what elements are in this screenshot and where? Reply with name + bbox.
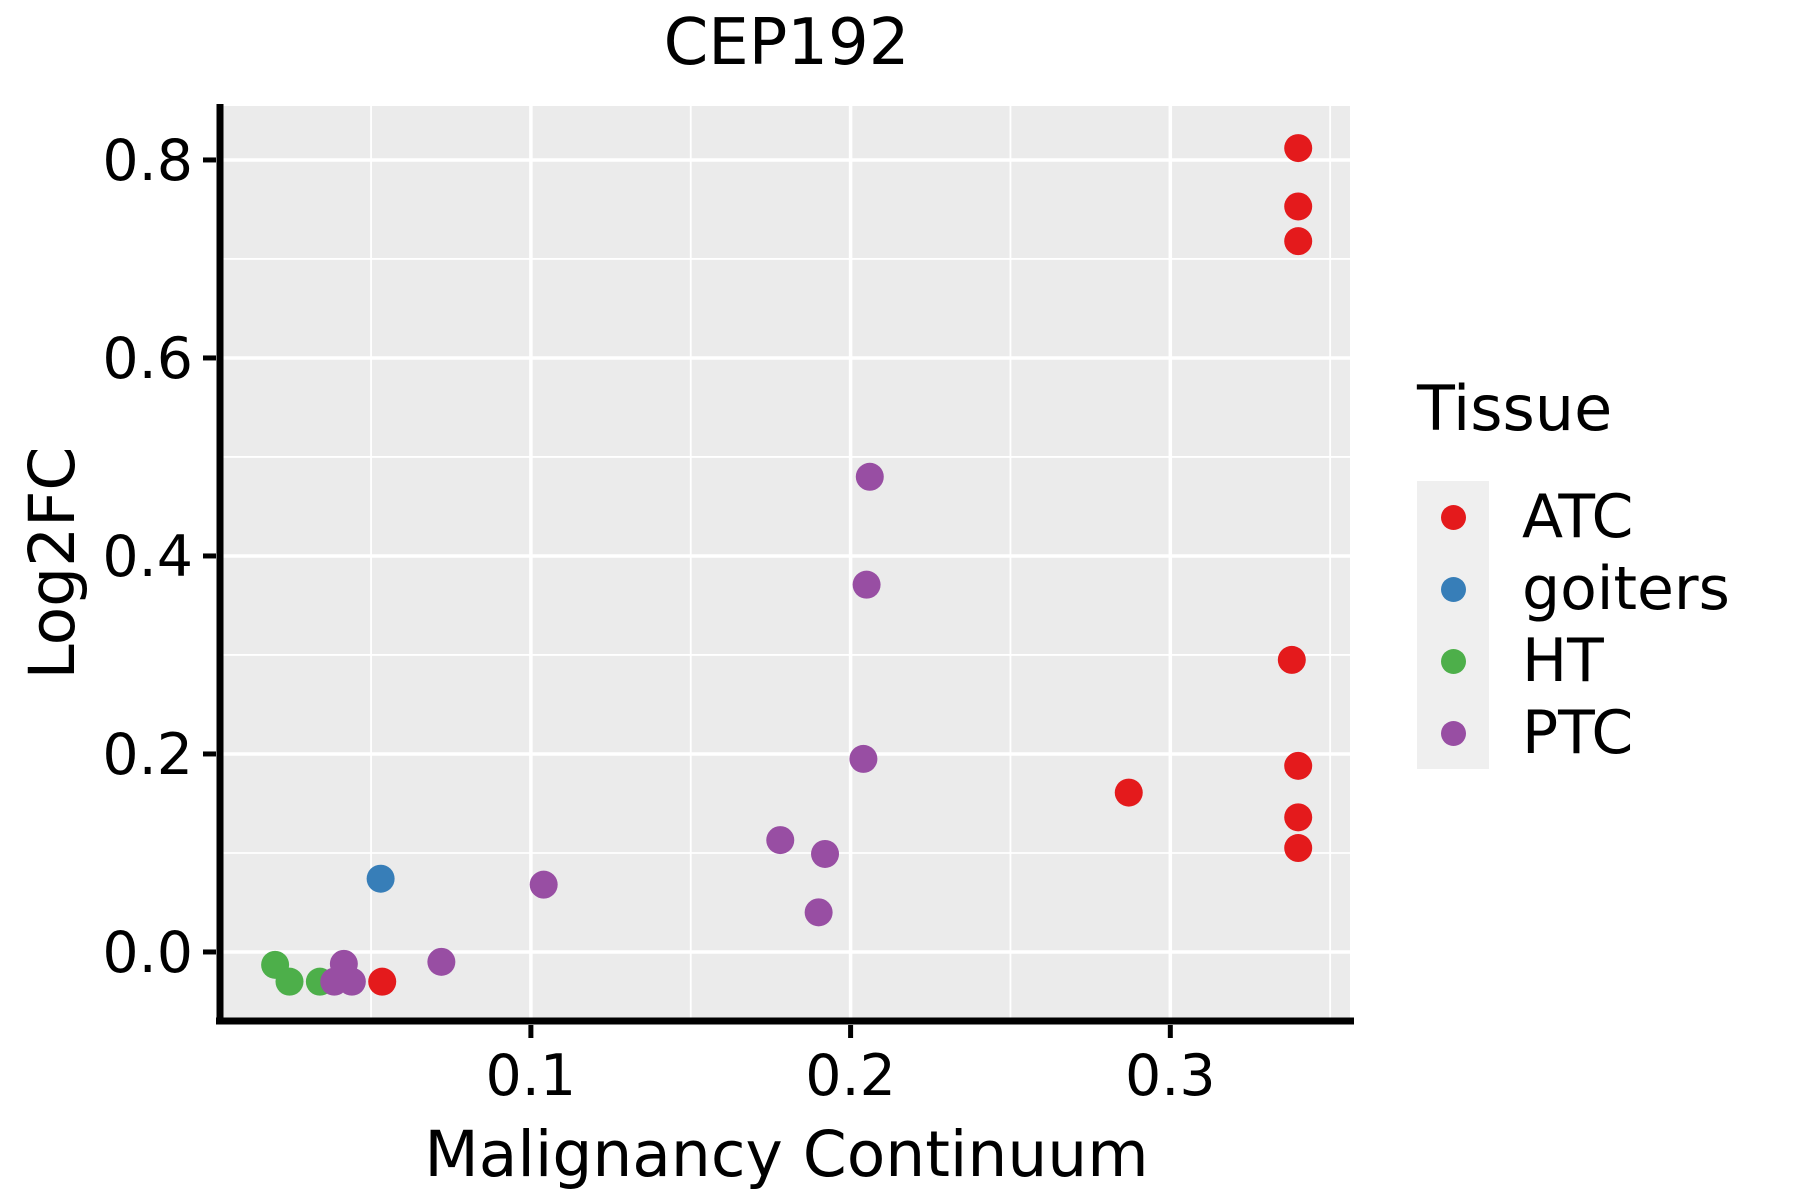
legend-dot-icon bbox=[1440, 504, 1466, 530]
data-point-ATC bbox=[368, 967, 397, 996]
data-point-PTC bbox=[529, 870, 558, 899]
y-axis-title: Log2FC bbox=[16, 446, 89, 680]
y-tick-label: 0.0 bbox=[102, 920, 193, 986]
legend-item-ATC: ATC bbox=[1417, 481, 1730, 553]
legend-label: goiters bbox=[1522, 554, 1730, 624]
y-tick-label: 0.4 bbox=[102, 524, 193, 590]
legend-item-goiters: goiters bbox=[1417, 553, 1730, 625]
legend-label: HT bbox=[1522, 626, 1604, 696]
data-point-ATC bbox=[1284, 134, 1313, 163]
legend-key bbox=[1417, 697, 1489, 769]
data-point-PTC bbox=[811, 839, 840, 868]
data-point-PTC bbox=[804, 898, 833, 927]
data-point-ATC bbox=[1284, 834, 1313, 863]
legend-label: PTC bbox=[1522, 698, 1634, 768]
data-point-ATC bbox=[1284, 227, 1313, 256]
legend-key bbox=[1417, 553, 1489, 625]
legend-items: ATC goiters HT PTC bbox=[1417, 481, 1730, 769]
data-point-PTC bbox=[766, 826, 795, 855]
legend-dot-icon bbox=[1440, 720, 1466, 746]
data-point-ATC bbox=[1284, 803, 1313, 832]
data-point-PTC bbox=[852, 570, 881, 599]
x-tick-label: 0.2 bbox=[805, 1043, 896, 1109]
legend-item-PTC: PTC bbox=[1417, 697, 1730, 769]
data-point-ATC bbox=[1277, 645, 1306, 674]
legend-title: Tissue bbox=[1417, 372, 1613, 445]
data-point-ATC bbox=[1284, 751, 1313, 780]
data-point-ATC bbox=[1114, 778, 1143, 807]
data-point-PTC bbox=[427, 947, 456, 976]
y-tick-label: 0.8 bbox=[102, 128, 193, 194]
x-axis-title: Malignancy Continuum bbox=[424, 1118, 1149, 1191]
data-point-PTC bbox=[337, 967, 366, 996]
legend-dot-icon bbox=[1440, 648, 1466, 674]
y-tick-label: 0.2 bbox=[102, 722, 193, 788]
data-point-ATC bbox=[1284, 192, 1313, 221]
data-point-goiters bbox=[366, 864, 395, 893]
x-tick-label: 0.3 bbox=[1125, 1043, 1216, 1109]
data-point-HT bbox=[275, 967, 304, 996]
legend-label: ATC bbox=[1522, 482, 1634, 552]
y-tick-label: 0.6 bbox=[102, 326, 193, 392]
legend-key bbox=[1417, 625, 1489, 697]
panel-background bbox=[223, 106, 1350, 1018]
legend: Tissue ATC goiters HT PTC bbox=[1417, 372, 1730, 769]
legend-item-HT: HT bbox=[1417, 625, 1730, 697]
data-point-PTC bbox=[849, 744, 878, 773]
plot-title: CEP192 bbox=[663, 6, 910, 80]
legend-dot-icon bbox=[1440, 576, 1466, 602]
x-tick-label: 0.1 bbox=[486, 1043, 577, 1109]
legend-key bbox=[1417, 481, 1489, 553]
data-point-PTC bbox=[855, 462, 884, 491]
